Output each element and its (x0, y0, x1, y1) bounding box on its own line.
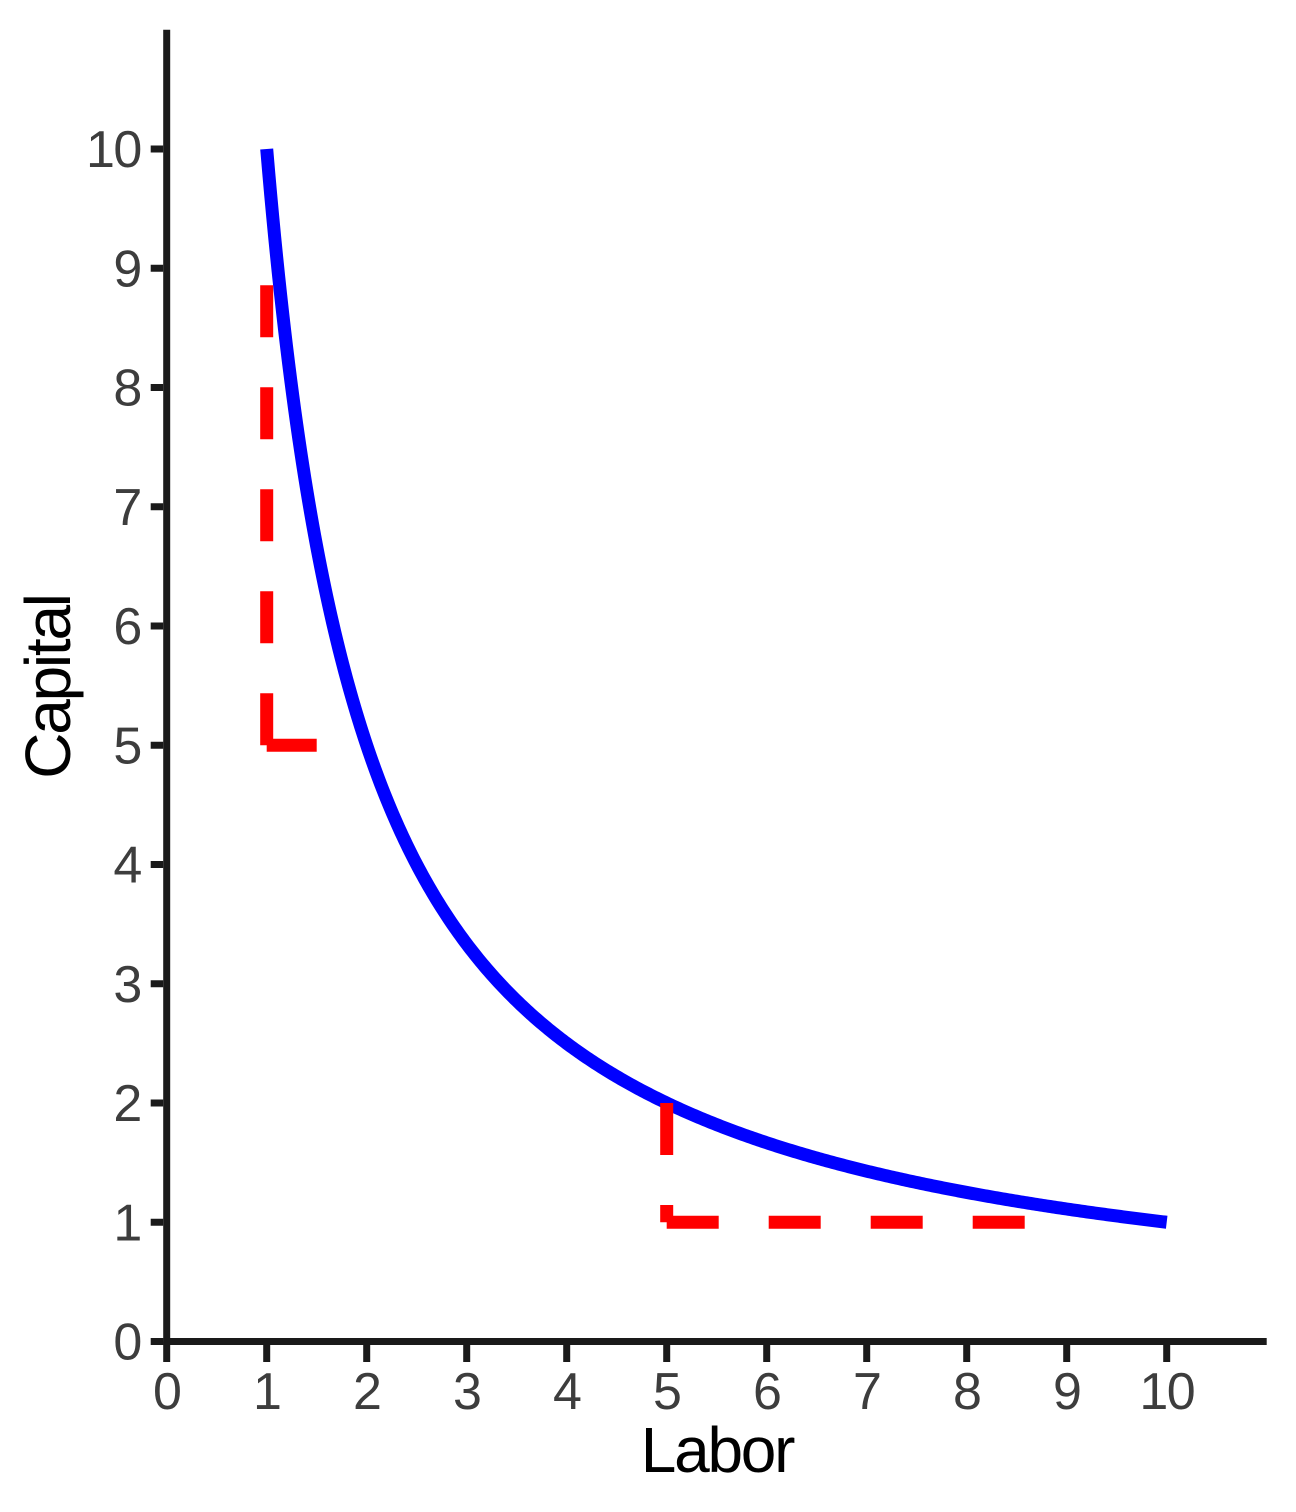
x-tick-label: 10 (1139, 1363, 1194, 1421)
x-tick-label: 1 (253, 1363, 280, 1421)
y-tick-label: 4 (113, 837, 141, 895)
isoquant-curve (260, 148, 1172, 1229)
x-tick-label: 8 (953, 1363, 980, 1421)
axes: 0 1 2 3 4 5 6 7 8 9 10 0 1 2 3 4 5 6 7 8 9 10 (86, 29, 1267, 1421)
y-tick-label: 5 (113, 717, 140, 775)
x-tick-label: 4 (553, 1363, 581, 1421)
y-tick-label: 1 (113, 1194, 140, 1252)
x-tick-label: 3 (453, 1363, 480, 1421)
mrts-annotations-group (260, 268, 1067, 1229)
y-axis-title: Capital (12, 595, 84, 779)
y-tick-label: 3 (113, 956, 140, 1014)
y-tick-label: 8 (113, 360, 140, 418)
y-tick-label: 7 (113, 479, 140, 537)
isoquant-curve-group (260, 148, 1172, 1229)
x-axis-title: Labor (641, 1414, 795, 1486)
y-tick-label: 2 (113, 1075, 140, 1133)
x-tick-label: 9 (1053, 1363, 1080, 1421)
x-tick-label: 0 (153, 1363, 180, 1421)
y-tick-label: 0 (113, 1314, 140, 1372)
x-tick-label: 7 (853, 1363, 880, 1421)
x-tick-label: 6 (753, 1363, 780, 1421)
x-tick-label: 5 (653, 1363, 680, 1421)
y-tick-label: 10 (86, 121, 141, 179)
y-tick-label: 6 (113, 598, 140, 656)
x-tick-label: 2 (353, 1363, 380, 1421)
y-tick-label: 9 (113, 240, 140, 298)
